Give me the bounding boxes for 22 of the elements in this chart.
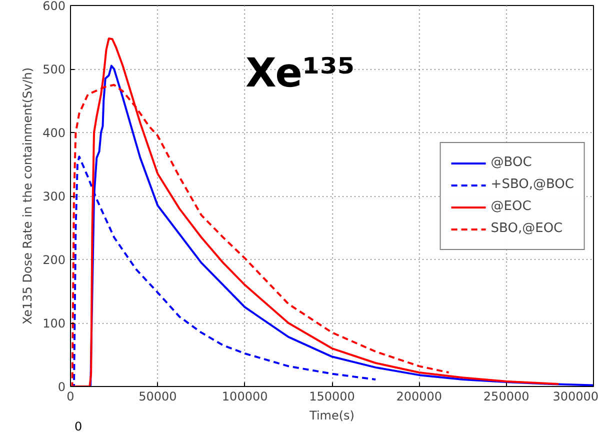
legend-label: @EOC [490,199,532,214]
x-tick-label: 50000 [138,390,177,404]
x-tick-label: 150000 [309,390,355,404]
legend-label: @BOC [490,155,532,170]
x-axis-title: Time(s) [308,408,354,422]
y-tick-label: 600 [42,0,66,13]
x-tick-label: 0 [66,390,74,404]
y-tick-label: 300 [42,190,66,204]
y-tick-label: 100 [42,316,66,330]
y-tick-label: 400 [42,126,66,140]
x-tick-label: 300000 [552,390,598,404]
legend-label: SBO,@EOC [490,221,563,236]
y-axis-title: Xe135 Dose Rate in the containment(Sv/h) [20,67,35,325]
annotation: Xe¹³⁵ [246,50,355,96]
x-tick-label: 100000 [222,390,268,404]
legend-label: +SBO,@BOC [490,177,574,192]
text: 0 [74,420,82,434]
y-tick-label: 0 [58,380,66,394]
y-tick-label: 200 [42,253,66,267]
x-tick-label: 200000 [396,390,442,404]
x-tick-label: 250000 [483,390,530,404]
y-tick-label: 500 [42,62,66,76]
